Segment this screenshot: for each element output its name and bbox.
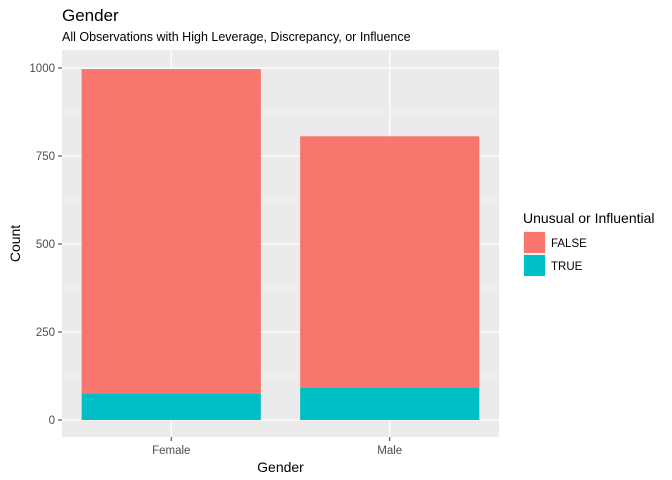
legend-swatch-true (524, 255, 545, 276)
y-tick-label: 750 (36, 151, 55, 163)
y-tick-label: 500 (36, 239, 55, 251)
y-axis: 0 250 500 750 1000 (29, 63, 62, 427)
y-tick-label: 0 (49, 415, 55, 427)
y-tick-label: 250 (36, 327, 55, 339)
bar-male-true (300, 387, 480, 420)
chart-title: Gender (62, 6, 119, 25)
x-axis-title: Gender (257, 459, 304, 475)
y-axis-title: Count (7, 225, 23, 262)
bar-female-false (81, 69, 261, 394)
bars (81, 69, 480, 420)
legend-label: FALSE (551, 238, 587, 250)
legend: Unusual or Influential FALSE TRUE (523, 210, 655, 277)
x-axis: Female Male (152, 437, 402, 457)
legend-label: TRUE (551, 261, 583, 273)
y-tick-label: 1000 (29, 63, 55, 75)
legend-swatch-false (524, 232, 545, 253)
bar-male-false (300, 136, 480, 388)
x-tick-label: Female (152, 445, 190, 457)
x-tick-label: Male (377, 445, 402, 457)
bar-female-true (81, 393, 261, 420)
legend-title: Unusual or Influential (523, 210, 655, 226)
chart-subtitle: All Observations with High Leverage, Dis… (62, 30, 411, 44)
